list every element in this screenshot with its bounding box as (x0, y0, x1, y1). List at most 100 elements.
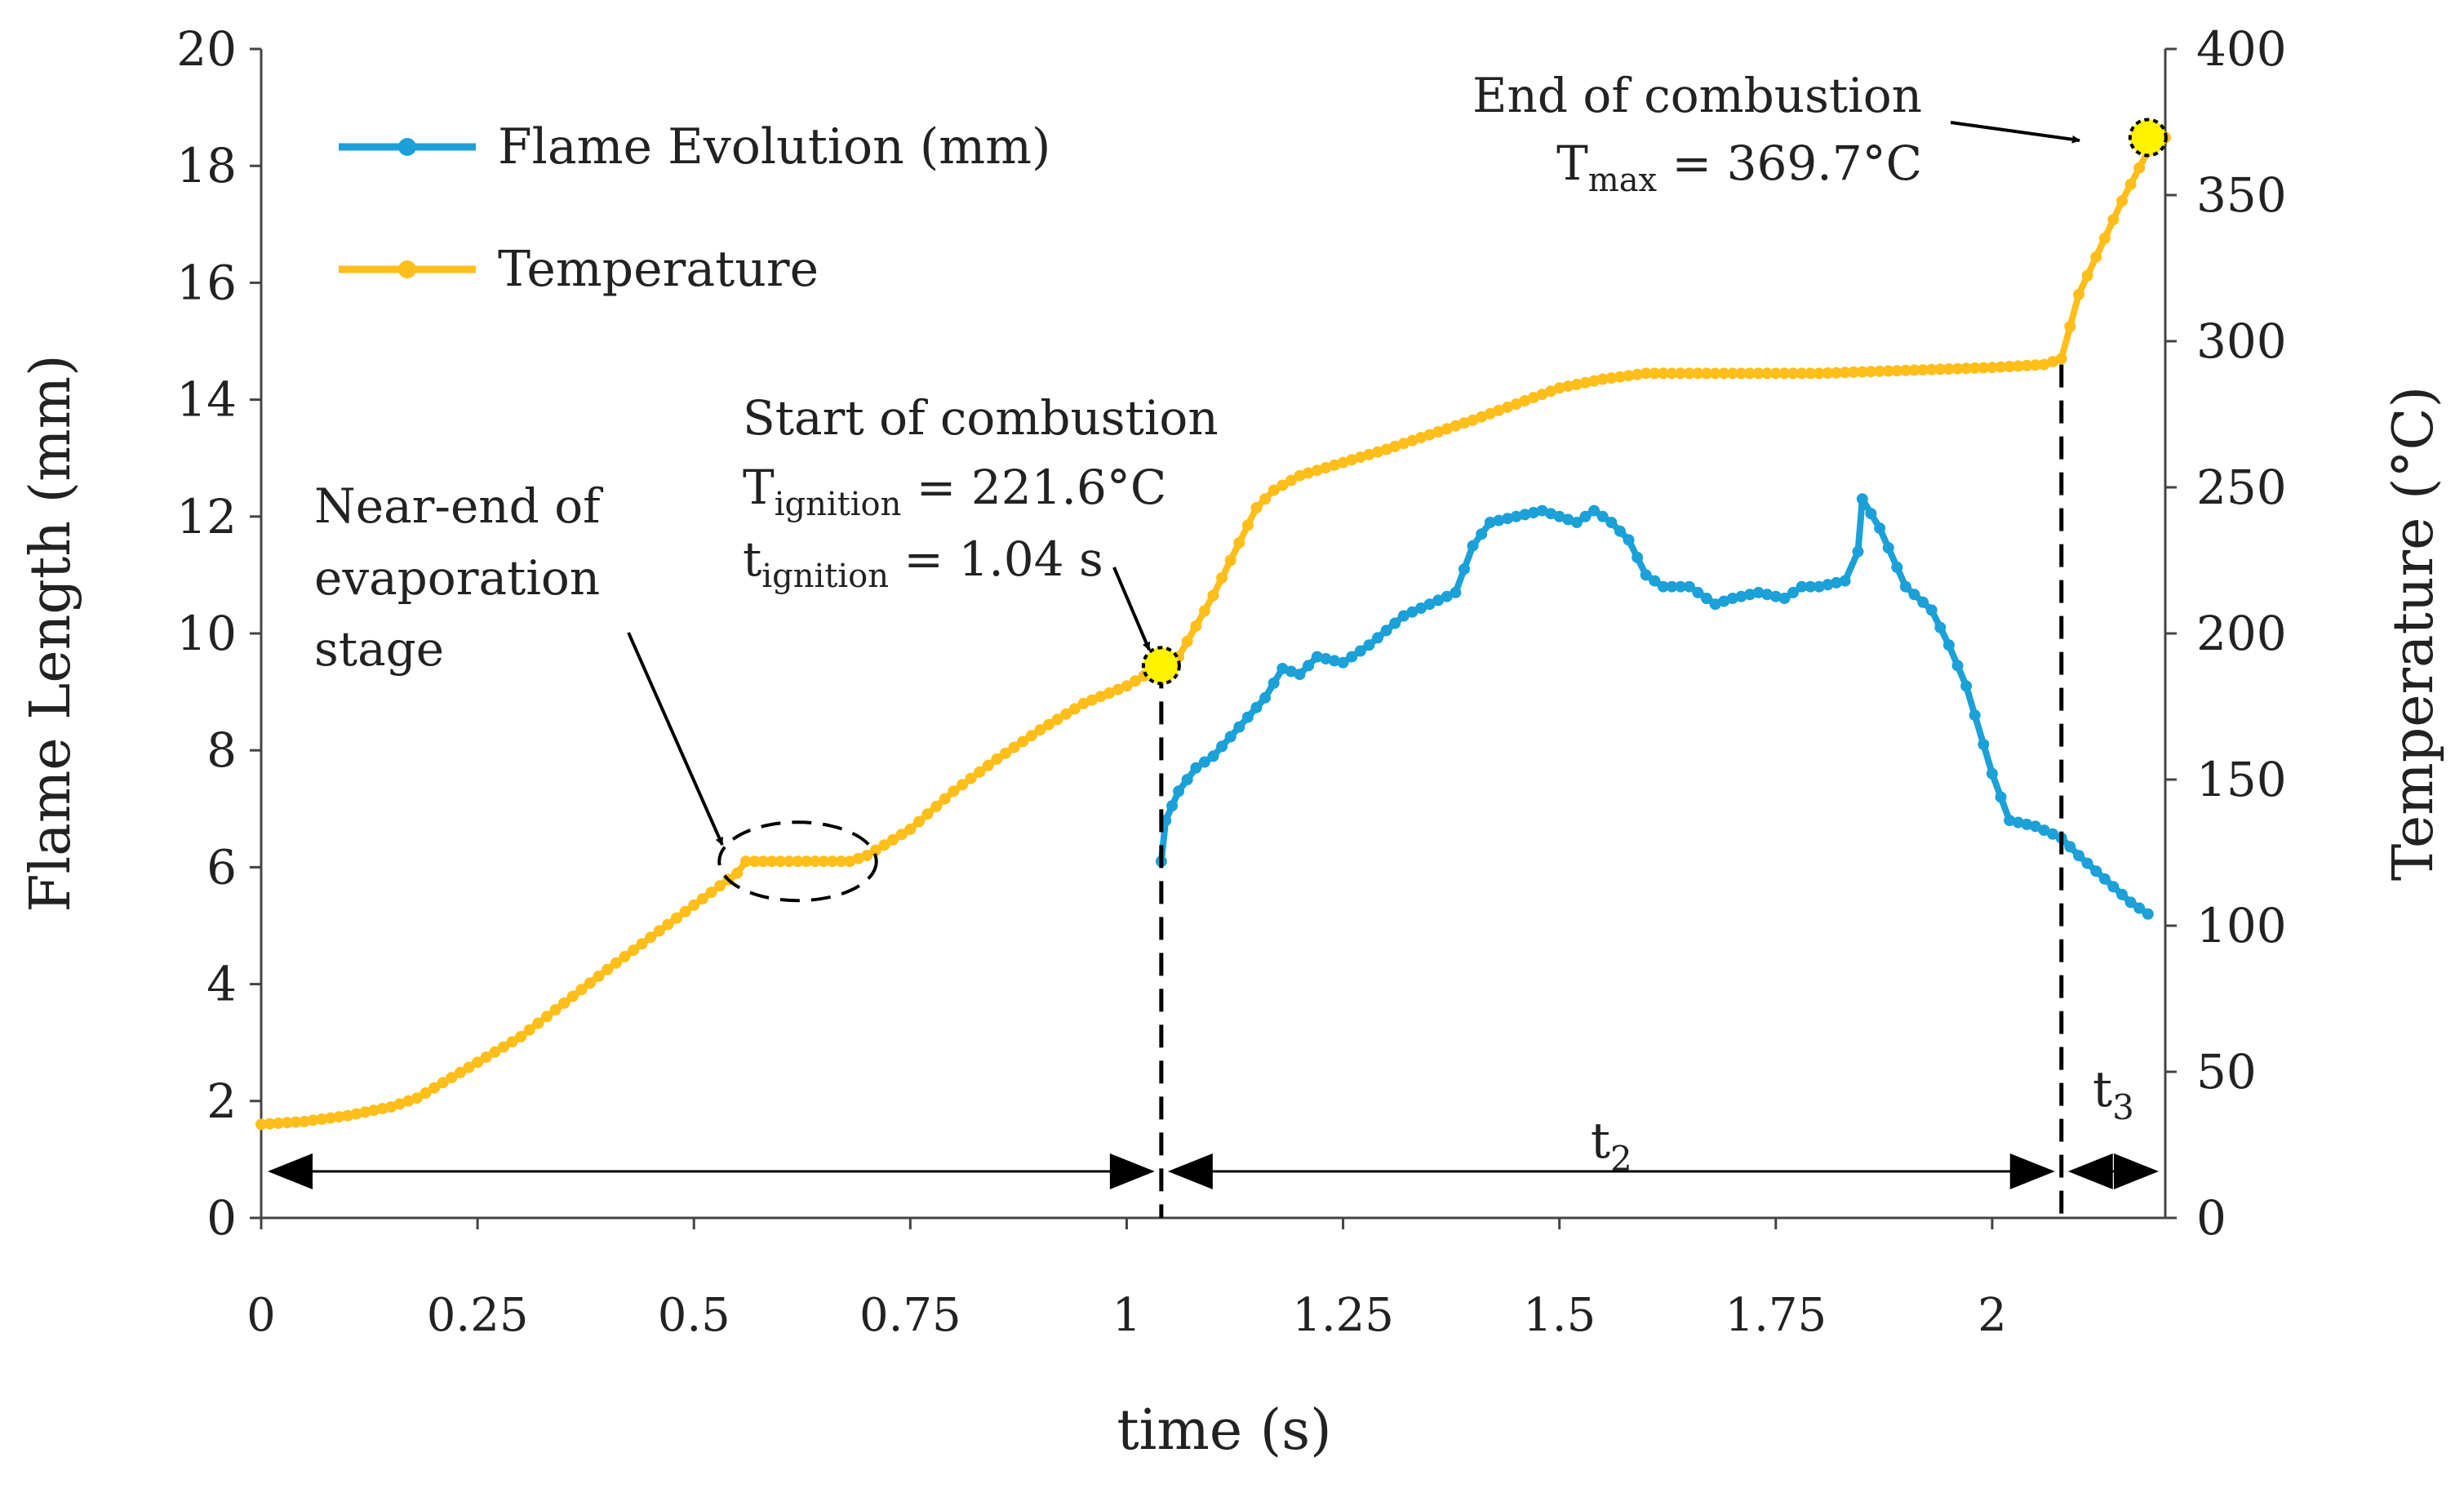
data-point-flame (1934, 621, 1947, 633)
data-point-temperature (359, 1106, 371, 1118)
x-tick-label: 1.5 (1523, 1289, 1596, 1342)
data-point-flame (1545, 508, 1557, 520)
data-point-flame (1874, 522, 1886, 535)
data-point-temperature (1241, 519, 1254, 531)
data-point-temperature (1476, 411, 1488, 423)
data-point-temperature (1917, 364, 1929, 376)
annotation-t-ignition: Tignition = 221.6°C (743, 460, 1166, 523)
data-point-temperature (1329, 459, 1340, 471)
data-point-temperature (948, 785, 960, 798)
data-point-temperature (549, 1004, 562, 1016)
data-point-temperature (714, 880, 726, 892)
data-point-flame (1709, 598, 1721, 611)
data-point-temperature (1822, 367, 1834, 379)
data-point-flame (1908, 589, 1920, 601)
data-point-temperature (316, 1113, 328, 1125)
annotation-start-title: Start of combustion (743, 390, 1219, 446)
data-point-flame (1852, 545, 1864, 558)
y-right-tick-label: 400 (2196, 21, 2287, 77)
data-point-temperature (1415, 432, 1427, 444)
data-point-temperature (705, 886, 717, 899)
data-point-temperature (428, 1082, 441, 1094)
data-point-temperature (904, 823, 917, 835)
legend-label-flame: Flame Evolution (mm) (498, 118, 1050, 176)
data-point-flame (2081, 857, 2093, 869)
data-point-flame (1925, 604, 1938, 616)
data-point-temperature (1995, 361, 2007, 373)
data-point-temperature (1276, 479, 1289, 491)
data-point-temperature (1570, 379, 1583, 390)
data-point-flame (1423, 598, 1436, 611)
data-point-flame (1337, 656, 1349, 669)
data-point-flame (1450, 586, 1462, 598)
data-point-temperature (411, 1092, 423, 1104)
data-point-temperature (1502, 401, 1514, 413)
data-point-flame (1268, 677, 1280, 689)
data-point-temperature (912, 815, 925, 828)
data-point-flame (1675, 580, 1687, 593)
data-point-flame (1207, 750, 1219, 762)
data-point-temperature (1848, 366, 1860, 378)
data-point-temperature (748, 855, 761, 868)
data-point-flame (1588, 504, 1600, 517)
data-point-flame (1415, 602, 1427, 614)
data-point-flame (1441, 590, 1453, 602)
data-point-temperature (1103, 687, 1116, 699)
data-point-flame (1527, 507, 1539, 518)
data-point-temperature (1493, 404, 1505, 416)
data-point-temperature (602, 963, 614, 975)
data-point-temperature (982, 759, 994, 771)
data-point-temperature (273, 1118, 285, 1129)
duration-label-t2: t2 (1591, 1113, 1632, 1179)
data-point-temperature (593, 970, 605, 982)
data-point-temperature (1311, 464, 1323, 477)
y-left-tick-label: 14 (176, 372, 237, 428)
data-point-flame (1605, 517, 1618, 528)
data-point-flame (1259, 691, 1272, 704)
y-left-tick-label: 18 (176, 138, 237, 193)
data-point-flame (1632, 551, 1644, 563)
data-point-temperature (1068, 703, 1081, 715)
x-tick-label: 2 (1978, 1289, 2007, 1342)
data-point-temperature (2090, 251, 2102, 263)
data-point-temperature (1882, 365, 1894, 377)
data-point-temperature (826, 855, 838, 868)
data-point-temperature (939, 793, 951, 805)
data-point-flame (1198, 756, 1210, 768)
data-point-temperature (671, 912, 682, 924)
annotation-near-end-arrow (627, 632, 724, 846)
data-point-temperature (1527, 392, 1539, 404)
data-point-flame (1978, 739, 1990, 750)
data-point-temperature (1951, 362, 1964, 375)
data-point-temperature (1190, 620, 1202, 633)
annotation-start-of-combustion: Start of combustion Tignition = 221.6°C … (743, 390, 1219, 651)
data-point-temperature (792, 855, 804, 868)
y-right-tick-label: 0 (2196, 1190, 2226, 1246)
data-point-temperature (1553, 382, 1565, 394)
data-point-flame (2107, 881, 2120, 893)
data-point-flame (2021, 818, 2033, 830)
data-point-temperature (1467, 414, 1479, 426)
data-point-flame (1519, 509, 1531, 521)
data-point-flame (2064, 841, 2076, 853)
data-point-flame (1181, 774, 1193, 785)
data-point-temperature (801, 855, 813, 868)
y-left-tick-label: 0 (206, 1190, 237, 1246)
data-point-flame (2038, 824, 2050, 837)
data-point-temperature (619, 950, 631, 962)
annotation-end-of-combustion: End of combustion Tmax = 369.7°C (1472, 68, 2080, 199)
annotation-near-end-evaporation: Near-end of evaporation stage (314, 478, 878, 903)
data-point-temperature (1666, 367, 1678, 380)
y-right-tick-label: 350 (2196, 167, 2287, 223)
data-point-temperature (818, 855, 830, 868)
data-point-temperature (350, 1108, 362, 1120)
data-point-flame (1166, 800, 1179, 812)
y-right-axis-title: Temperature (°C) (2382, 386, 2446, 881)
data-point-temperature (1769, 367, 1782, 380)
data-point-temperature (281, 1117, 293, 1129)
data-point-temperature (472, 1056, 484, 1069)
data-point-flame (1839, 575, 1851, 587)
data-point-flame (1942, 639, 1955, 651)
duration-arrow-t2-head-left (1167, 1153, 1213, 1189)
